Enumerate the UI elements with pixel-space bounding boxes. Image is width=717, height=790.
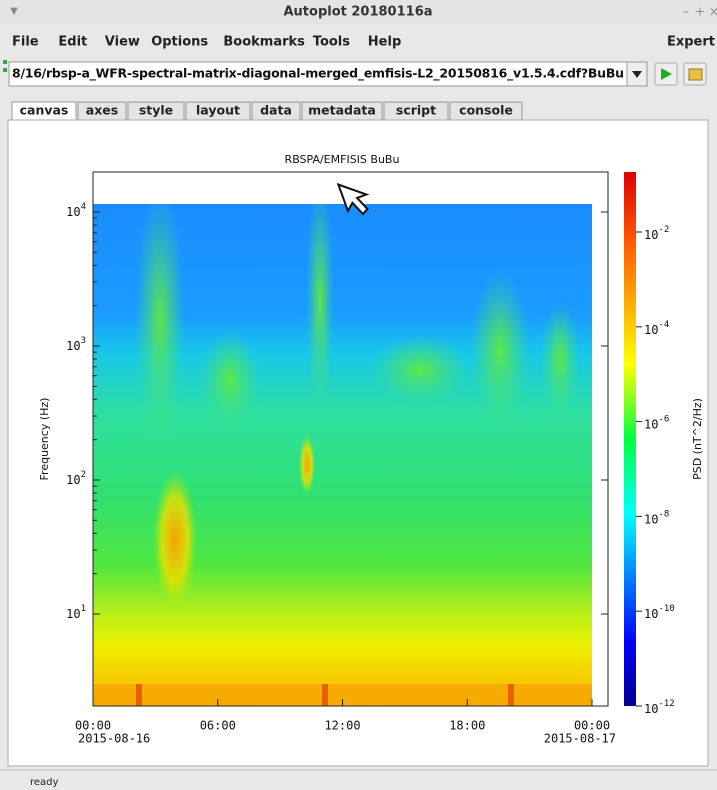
window-control[interactable]: × xyxy=(709,5,717,19)
colorbar-tick-label: 10-6 xyxy=(644,414,669,431)
colorbar xyxy=(624,172,636,706)
y-tick-label-base: 10 xyxy=(66,205,80,219)
colorbar-tick-label-exp: -12 xyxy=(658,699,674,709)
title-bar xyxy=(0,0,717,24)
x-tick-label: 06:00 xyxy=(200,719,236,733)
window-control[interactable]: – xyxy=(683,5,689,19)
icon xyxy=(3,68,7,72)
mouse-cursor xyxy=(336,182,370,216)
icon xyxy=(3,60,7,64)
menu-item[interactable]: File xyxy=(12,35,39,50)
y-tick-label-base: 10 xyxy=(66,607,80,621)
x-tick-label: 12:00 xyxy=(324,719,360,733)
menu-item[interactable]: Help xyxy=(368,35,401,50)
tab-label: style xyxy=(139,103,173,118)
plot-title: RBSPA/EMFISIS BuBu xyxy=(285,153,400,166)
tab-label: data xyxy=(260,103,292,118)
y-tick-label-base: 10 xyxy=(66,339,80,353)
tab-label: layout xyxy=(196,103,240,118)
plot-frame xyxy=(92,171,609,707)
dropdown-arrow xyxy=(632,71,642,78)
menu-item[interactable]: View xyxy=(105,35,140,50)
colorbar-tick-label: 10-12 xyxy=(644,699,675,716)
colorbar-label: PSD (nT^2/Hz) xyxy=(691,398,704,480)
colorbar-tick-label-base: 10 xyxy=(644,322,658,336)
y-tick-label: 104 xyxy=(66,202,86,219)
folder-icon xyxy=(688,68,703,81)
play-icon xyxy=(661,68,672,80)
colorbar-tick-label: 10-10 xyxy=(644,604,675,621)
status-text: ready xyxy=(30,777,59,788)
window-control[interactable]: + xyxy=(695,5,705,19)
colorbar-tick-label-exp: -8 xyxy=(658,509,669,519)
y-tick-label-base: 10 xyxy=(66,473,80,487)
colorbar-tick-label-base: 10 xyxy=(644,512,658,526)
tab-label: script xyxy=(396,103,436,118)
colorbar-tick-label-base: 10 xyxy=(644,607,658,621)
window-menu[interactable]: ▼ xyxy=(10,6,18,17)
y-tick-label-exp: 2 xyxy=(81,470,86,480)
y-tick-label: 103 xyxy=(66,336,86,353)
x-tick-label: 00:00 xyxy=(75,719,111,733)
y-tick-label-exp: 3 xyxy=(81,336,86,346)
x-tick-date: 2015-08-16 xyxy=(78,732,150,746)
menu-item[interactable]: Edit xyxy=(58,35,87,50)
tab-label: metadata xyxy=(308,103,376,118)
x-tick-label: 18:00 xyxy=(449,719,485,733)
colorbar-tick-label-exp: -10 xyxy=(658,604,674,614)
y-tick-label-exp: 4 xyxy=(81,202,86,212)
y-tick-label: 102 xyxy=(66,470,86,487)
x-tick-label: 00:00 xyxy=(574,719,610,733)
uri-text: 8/16/rbsp-a_WFR-spectral-matrix-diagonal… xyxy=(12,66,624,82)
x-tick-date: 2015-08-17 xyxy=(544,732,616,746)
tab-label: canvas xyxy=(20,103,69,118)
colorbar-tick-label-base: 10 xyxy=(644,702,658,716)
colorbar-tick-label-base: 10 xyxy=(644,228,658,242)
y-tick-label-exp: 1 xyxy=(81,604,86,614)
colorbar-tick-label: 10-8 xyxy=(644,509,669,526)
colorbar-tick-label: 10-2 xyxy=(644,225,669,242)
menu-item[interactable]: Tools xyxy=(313,35,350,50)
y-axis-label: Frequency (Hz) xyxy=(38,398,51,481)
tab-label: console xyxy=(459,103,513,118)
uri-field[interactable] xyxy=(8,61,628,87)
window-title: Autoplot 20180116a xyxy=(283,5,432,20)
menu-item[interactable]: Bookmarks xyxy=(223,35,305,50)
colorbar-tick-label: 10-4 xyxy=(644,319,669,336)
expert-menu[interactable]: Expert xyxy=(667,35,715,50)
colorbar-tick-label-base: 10 xyxy=(644,417,658,431)
colorbar-tick-label-exp: -6 xyxy=(658,414,669,424)
colorbar-tick-label-exp: -4 xyxy=(658,319,669,329)
colorbar-tick-label-exp: -2 xyxy=(658,225,669,235)
tab-label: axes xyxy=(86,103,118,118)
y-tick-label: 101 xyxy=(66,604,86,621)
menu-item[interactable]: Options xyxy=(151,35,208,50)
